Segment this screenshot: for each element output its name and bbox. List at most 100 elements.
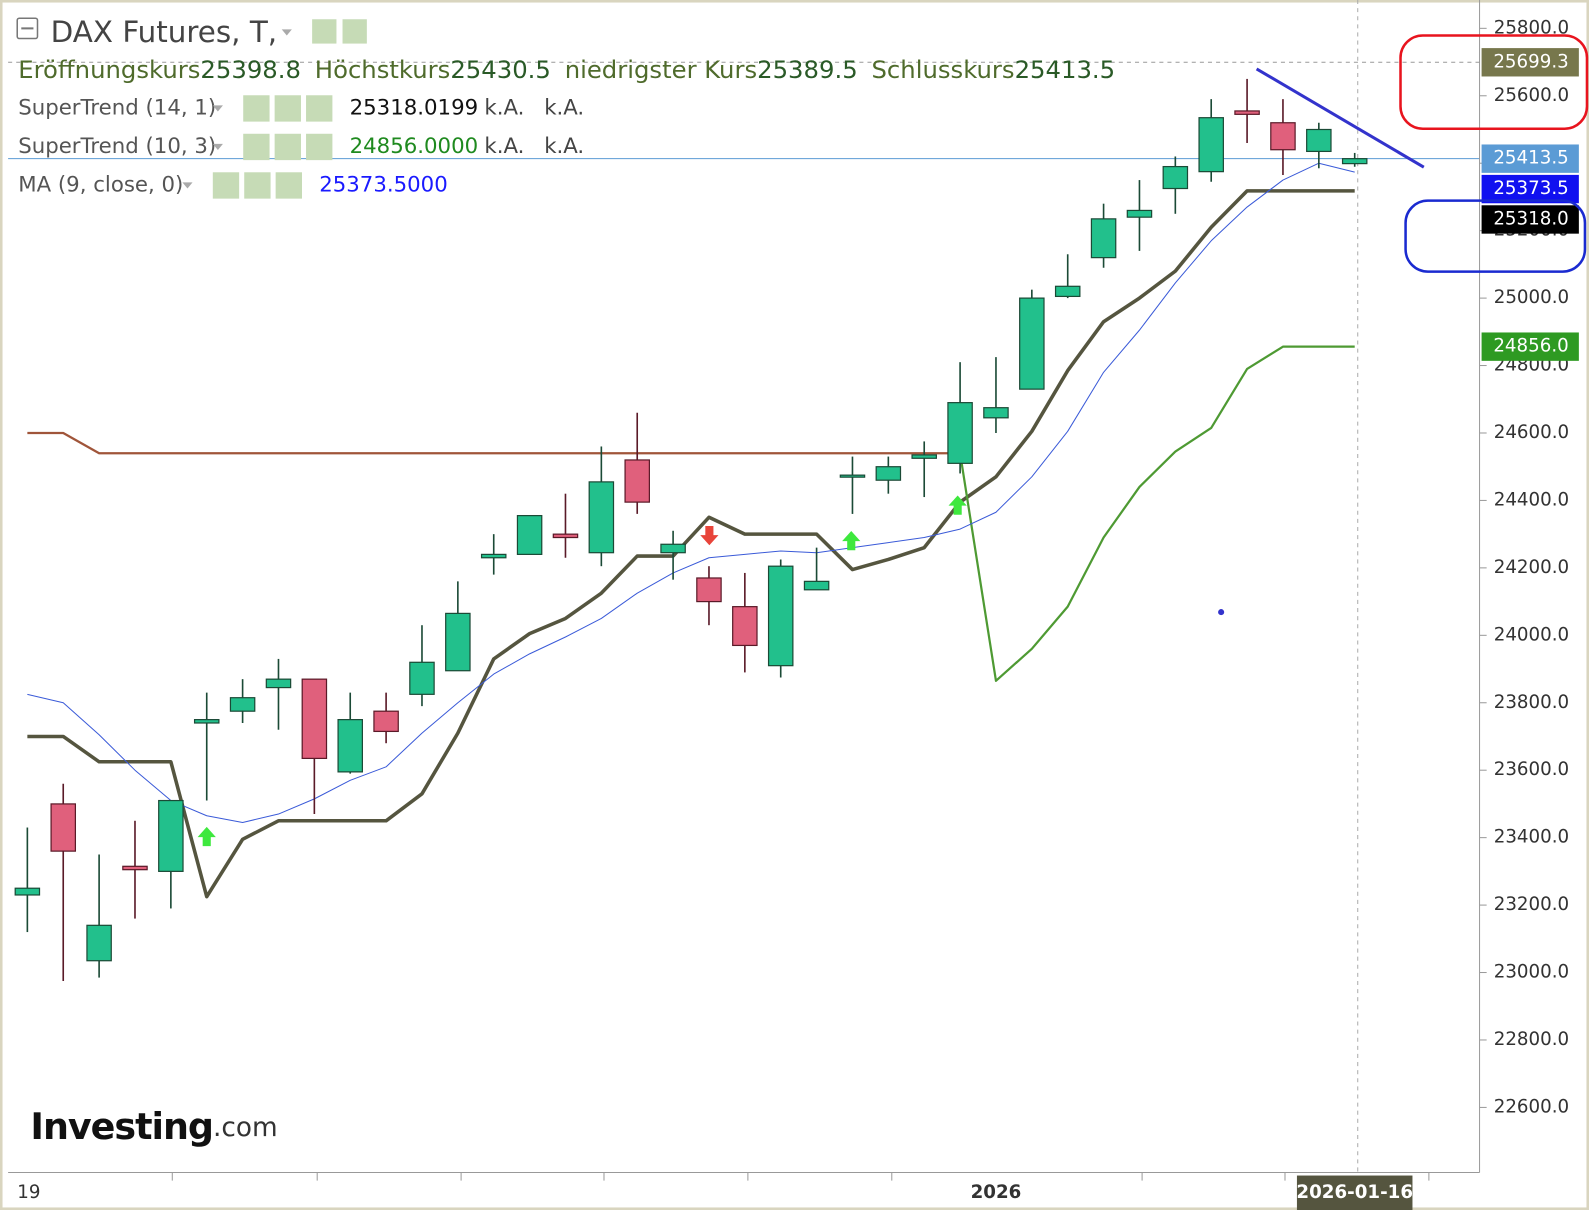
close-icon[interactable] xyxy=(306,133,333,161)
buy-signal xyxy=(948,495,967,515)
eye-icon[interactable] xyxy=(312,19,337,44)
y-tick-label: 23400.0 xyxy=(1494,827,1569,848)
indicator-line xyxy=(27,162,1355,823)
indicator-extra: k.A. xyxy=(544,134,584,159)
indicator-name: MA (9, close, 0) xyxy=(18,172,183,197)
candle-body xyxy=(911,454,937,459)
ohlc-label: Schlusskurs xyxy=(871,55,1014,84)
dropdown-icon[interactable] xyxy=(182,182,193,189)
candle-body xyxy=(839,474,866,478)
candle-body xyxy=(983,407,1009,419)
y-tick-label: 23600.0 xyxy=(1494,759,1569,780)
y-tick-label: 22600.0 xyxy=(1494,1096,1569,1117)
y-tick-label: 23800.0 xyxy=(1494,692,1569,713)
watermark-main: Investing xyxy=(30,1104,213,1147)
ohlc-label: Eröffnungskurs xyxy=(18,55,200,84)
candle-body xyxy=(624,459,650,503)
ohlc-value: 25413.5 xyxy=(1015,55,1116,84)
x-label-highlight xyxy=(1296,1175,1413,1210)
y-tick-label: 23000.0 xyxy=(1494,962,1569,983)
candle-body xyxy=(229,697,256,712)
candle-body xyxy=(1162,165,1189,190)
gear-icon[interactable] xyxy=(244,172,271,199)
y-tick-label: 25800.0 xyxy=(1494,17,1569,38)
price-marker-label: 24856.0 xyxy=(1493,336,1568,357)
price-marker-label: 25699.3 xyxy=(1493,51,1568,72)
eye-icon[interactable] xyxy=(243,133,270,161)
eye-icon[interactable] xyxy=(212,172,240,199)
watermark: Investing.com xyxy=(30,1104,277,1147)
annotation-red-box xyxy=(1399,34,1589,130)
y-tick-label: 24000.0 xyxy=(1494,624,1569,645)
dropdown-icon[interactable] xyxy=(281,29,292,36)
chart-title: DAX Futures, T, xyxy=(51,15,277,49)
y-tick-label: 23200.0 xyxy=(1494,894,1569,915)
ohlc-legend: Eröffnungskurs25398.8 Höchstkurs25430.5 … xyxy=(18,55,1115,84)
x-tick-label: 2026-01-16 xyxy=(1296,1182,1413,1203)
indicator-name: SuperTrend (14, 1) xyxy=(18,95,216,120)
candle-body xyxy=(409,661,435,695)
dropdown-icon[interactable] xyxy=(212,143,223,150)
ohlc-label: Höchstkurs xyxy=(315,55,451,84)
candle-body xyxy=(158,799,184,872)
annotation-arrow xyxy=(1255,67,1425,169)
indicator-extra: k.A. xyxy=(544,95,584,120)
candle-body xyxy=(14,887,41,896)
candle-body xyxy=(1054,285,1081,298)
candle-body xyxy=(1306,128,1332,153)
indicator-name: SuperTrend (10, 3) xyxy=(18,134,216,159)
gear-icon[interactable] xyxy=(274,95,301,122)
close-icon[interactable] xyxy=(306,95,333,122)
indicator-line xyxy=(27,431,961,455)
eye-icon[interactable] xyxy=(243,95,270,122)
close-icon[interactable] xyxy=(275,172,302,199)
indicator-value: 25373.5000 xyxy=(319,172,448,197)
candle-body xyxy=(660,543,686,554)
candle-body xyxy=(301,678,328,760)
x-axis-ticks xyxy=(171,1172,1430,1181)
candle-body xyxy=(86,924,112,962)
x-tick-label: 2026 xyxy=(971,1182,1022,1203)
candle-body xyxy=(696,577,722,603)
indicator-extra: k.A. xyxy=(484,134,524,159)
candle-body xyxy=(1341,158,1368,165)
price-marker-box xyxy=(1481,174,1579,204)
ohlc-label: niedrigster Kurs xyxy=(565,55,757,84)
y-tick-label: 25000.0 xyxy=(1494,287,1569,308)
buy-signal xyxy=(197,826,216,847)
candle-body xyxy=(1126,209,1153,218)
candle-body xyxy=(1019,297,1045,390)
candle-body xyxy=(767,565,794,667)
price-marker-box xyxy=(1481,144,1579,173)
price-marker-box xyxy=(1481,205,1579,234)
dropdown-icon[interactable] xyxy=(212,105,223,112)
indicator-legend: SuperTrend (14, 1) 25318.0199 k.A. k.A.Supe… xyxy=(18,95,584,199)
annotation-dot xyxy=(1218,609,1225,616)
candle-body xyxy=(1270,122,1296,151)
candle-body xyxy=(1234,110,1260,115)
price-marker-label: 25413.5 xyxy=(1493,148,1568,169)
candle-body xyxy=(947,402,973,464)
y-tick-label: 24200.0 xyxy=(1494,557,1569,578)
candle-body xyxy=(337,719,363,773)
axis-layer: 22600.0 22800.0 23000.0 23200.0 23400.0 23600… xyxy=(17,17,1579,1210)
candle-body xyxy=(193,719,220,724)
gear-icon[interactable] xyxy=(274,133,301,161)
price-marker-label: 25373.5 xyxy=(1493,178,1568,199)
y-tick-label: 22800.0 xyxy=(1494,1029,1569,1050)
candle-body xyxy=(875,466,902,481)
candle-body xyxy=(480,553,507,559)
price-marker-label: 25318.0 xyxy=(1493,208,1568,229)
candle-body xyxy=(265,678,292,689)
candle-body xyxy=(516,514,543,555)
candle-body xyxy=(552,533,579,539)
y-tick-label: 24600.0 xyxy=(1494,422,1569,443)
ohlc-value: 25430.5 xyxy=(450,55,551,84)
candle-body xyxy=(122,865,148,871)
candle-body xyxy=(50,803,77,852)
gear-icon[interactable] xyxy=(342,19,367,44)
